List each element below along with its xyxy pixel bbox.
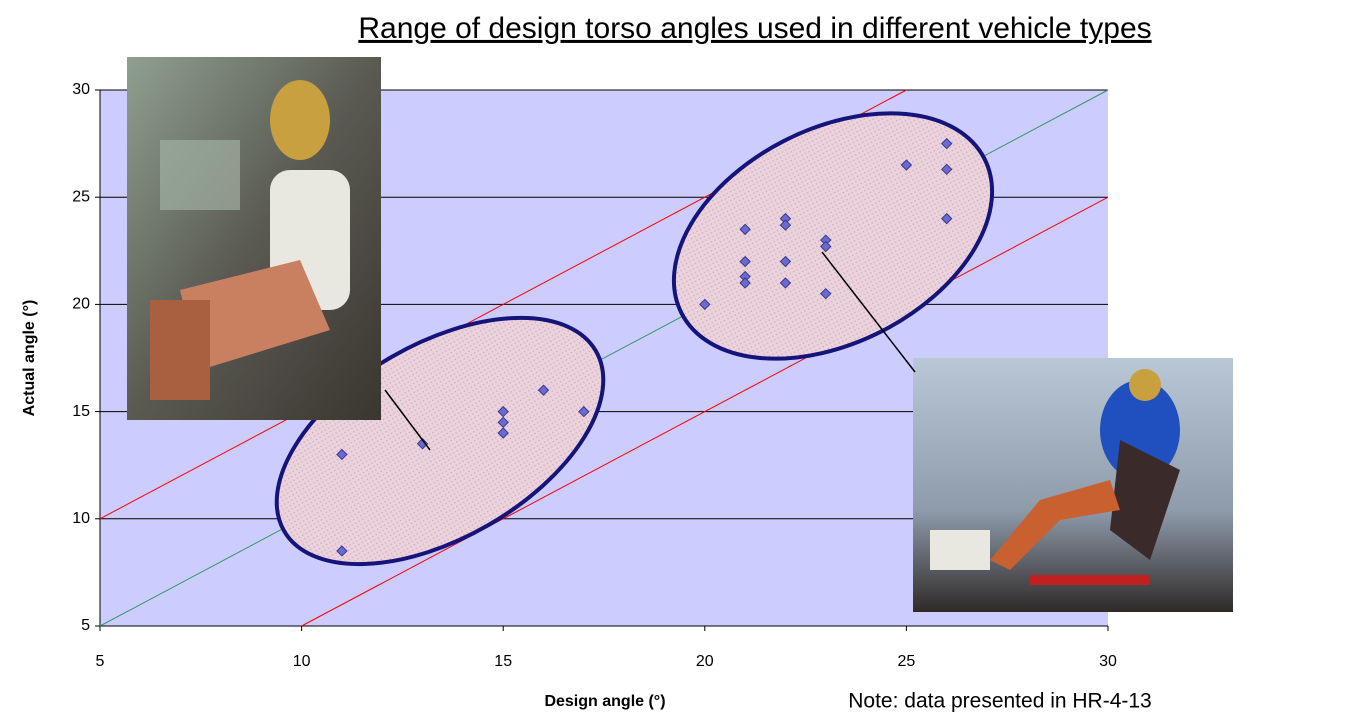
y-tick-label: 30 (72, 81, 90, 98)
x-tick-label: 25 (898, 653, 916, 670)
point (416, 438, 429, 450)
point (497, 416, 509, 429)
y-tick-label: 25 (72, 188, 90, 205)
y-axis-label: Actual angle (°) (21, 300, 38, 417)
pointer-line (821, 251, 916, 373)
x-axis-label: Design angle (°) (544, 693, 665, 710)
point (739, 277, 751, 289)
reference-line (301, 196, 1109, 627)
point (336, 545, 348, 557)
point (739, 255, 751, 268)
point (699, 298, 711, 311)
y-tick-label: 15 (72, 403, 90, 420)
point (739, 223, 751, 236)
point (941, 163, 953, 176)
photo-seat-dummy (913, 358, 1233, 612)
y-tick-label: 5 (81, 617, 90, 634)
point (336, 448, 348, 461)
points (336, 137, 953, 557)
point (941, 212, 953, 225)
point (497, 427, 509, 439)
x-tick-label: 30 (1099, 653, 1117, 670)
photo-car-dummy (127, 57, 381, 420)
point (900, 159, 913, 171)
point (779, 219, 792, 231)
note: Note: data presented in HR-4-13 (848, 690, 1152, 713)
point (779, 255, 792, 268)
x-tick-label: 10 (293, 653, 311, 670)
point (537, 384, 550, 396)
x-tick-label: 5 (96, 653, 105, 670)
point (941, 137, 953, 150)
point (820, 287, 832, 300)
point (820, 240, 832, 253)
pointer-line (384, 389, 431, 451)
y-tick-label: 20 (72, 296, 90, 313)
point (497, 405, 509, 418)
x-tick-label: 15 (494, 653, 512, 670)
cluster-ellipse (671, 111, 995, 361)
point (779, 277, 792, 289)
point (578, 405, 590, 418)
y-tick-label: 10 (72, 510, 90, 527)
x-tick-label: 20 (696, 653, 714, 670)
chart-title: Range of design torso angles used in dif… (358, 12, 1151, 45)
